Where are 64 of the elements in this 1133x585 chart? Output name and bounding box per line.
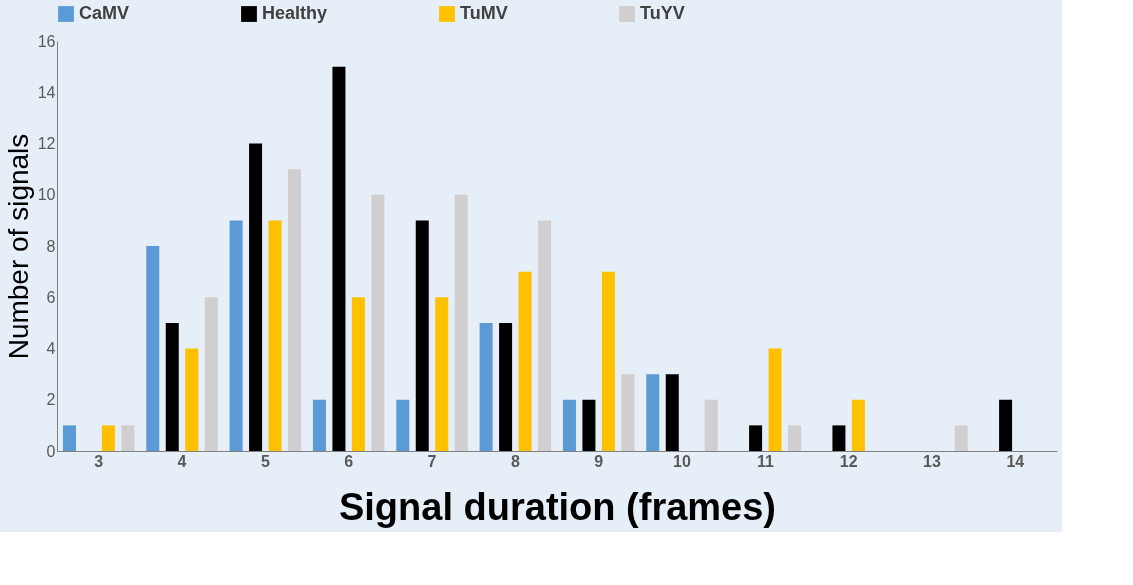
bar — [62, 425, 76, 451]
bar — [351, 297, 365, 451]
x-tick-label: 10 — [673, 452, 691, 470]
bar — [665, 374, 679, 451]
y-tick-label: 4 — [46, 340, 56, 357]
y-tick-label: 6 — [46, 288, 56, 306]
y-tick-label: 0 — [46, 442, 56, 460]
bar — [646, 374, 660, 451]
bar — [415, 220, 429, 451]
legend-label: TuMV — [460, 3, 508, 23]
bar — [185, 348, 199, 451]
bar — [499, 322, 513, 451]
y-tick-label: 14 — [37, 83, 56, 101]
bar — [954, 425, 968, 451]
x-tick-label: 14 — [1006, 452, 1025, 470]
legend-label: CaMV — [79, 3, 130, 23]
legend-label: Healthy — [262, 3, 328, 23]
bar — [435, 297, 449, 451]
bar — [332, 66, 346, 451]
bar — [538, 220, 552, 451]
bar — [288, 169, 302, 451]
bar — [165, 322, 179, 451]
bar — [454, 194, 468, 451]
y-axis-title: Number of signals — [2, 133, 34, 360]
x-tick-label: 6 — [344, 452, 354, 470]
bar — [121, 425, 135, 451]
bar — [518, 271, 532, 451]
x-axis-title: Signal duration (frames) — [338, 485, 777, 528]
y-tick-label: 8 — [46, 237, 56, 255]
bar — [312, 399, 326, 451]
bar — [479, 322, 493, 451]
bar — [396, 399, 410, 451]
bar — [749, 425, 763, 451]
bar — [832, 425, 846, 451]
bar — [704, 399, 718, 451]
y-tick-label: 12 — [37, 135, 56, 152]
bar — [371, 194, 385, 451]
y-tick-label: 16 — [37, 32, 56, 50]
bar — [851, 399, 865, 451]
bar — [204, 297, 218, 451]
bar — [999, 399, 1013, 451]
bar — [601, 271, 615, 451]
bar — [768, 348, 782, 451]
bar — [582, 399, 596, 451]
x-tick-label: 8 — [510, 452, 520, 470]
bar — [146, 246, 160, 451]
bar — [229, 220, 243, 451]
bar — [249, 143, 263, 451]
bar — [788, 425, 802, 451]
bar — [101, 425, 115, 451]
legend-label: TuYV — [640, 3, 685, 23]
x-tick-label: 12 — [839, 452, 858, 470]
x-tick-label: 7 — [427, 452, 437, 470]
y-tick-label: 10 — [37, 186, 56, 204]
x-tick-label: 9 — [594, 452, 604, 470]
bar — [268, 220, 282, 451]
x-tick-label: 11 — [756, 452, 774, 470]
bar — [562, 399, 576, 451]
y-tick-label: 2 — [46, 391, 56, 409]
x-tick-label: 5 — [260, 452, 270, 470]
x-tick-label: 13 — [923, 452, 941, 470]
x-tick-label: 3 — [94, 452, 104, 470]
bar — [621, 374, 635, 451]
x-tick-label: 4 — [177, 452, 187, 470]
